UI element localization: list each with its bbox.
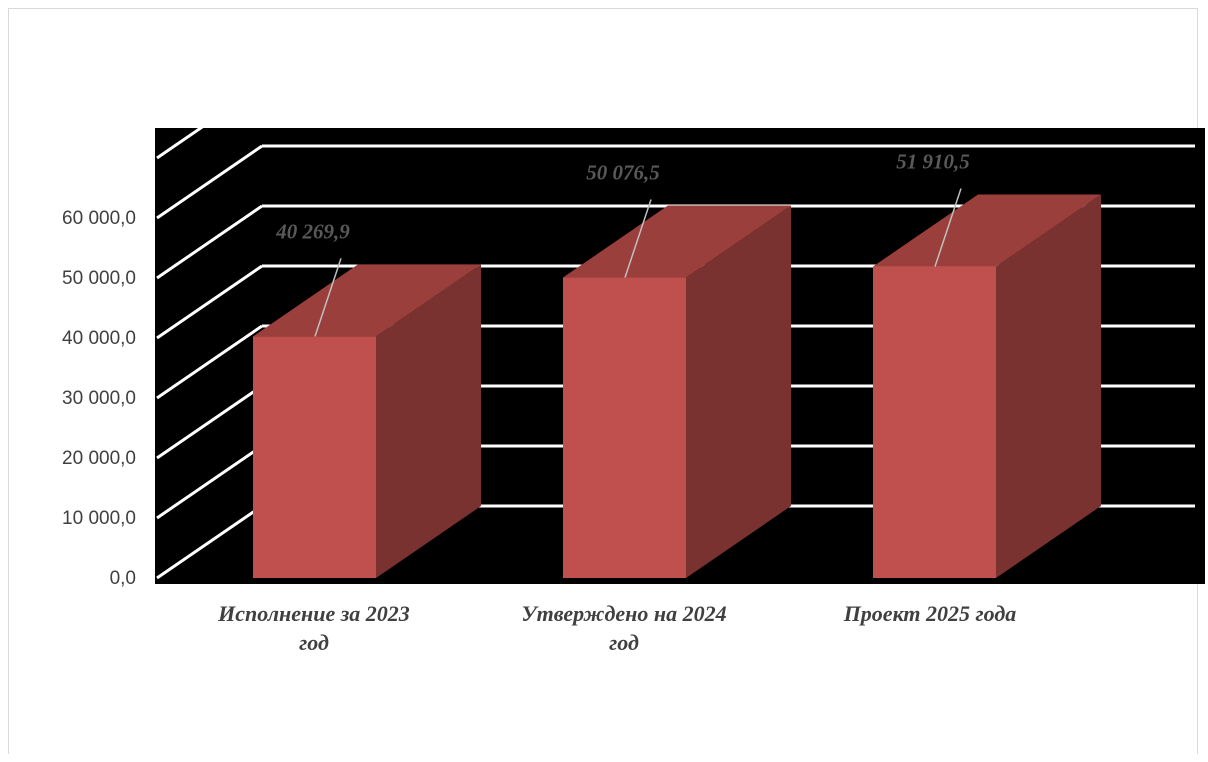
bars <box>253 194 1101 579</box>
y-tick-label: 30 000,0 <box>62 388 136 409</box>
bar-side <box>376 264 481 578</box>
gridline-diagonal <box>156 144 263 220</box>
bar-side <box>686 205 791 578</box>
gridline-diagonal <box>156 384 263 460</box>
y-tick-label: 0,0 <box>110 568 136 589</box>
x-category-label: Утверждено на 2024 <box>521 601 726 626</box>
data-labels: 40 269,9 50 076,5 51 910,5 <box>275 150 970 337</box>
gridline-diagonal <box>156 84 263 160</box>
x-category-label: год <box>609 630 639 655</box>
gridline-diagonal <box>156 204 263 280</box>
y-tick-label: 60 000,0 <box>62 208 136 229</box>
x-category-label: Исполнение за 2023 <box>217 601 410 626</box>
x-category-label: год <box>299 630 329 655</box>
gridline-diagonal <box>156 504 263 580</box>
bar-side <box>996 194 1101 579</box>
data-label: 40 269,9 <box>275 219 350 243</box>
data-label: 50 076,5 <box>586 161 660 185</box>
bar-front <box>563 277 686 578</box>
y-axis-tick-labels: 0,0 10 000,0 20 000,0 30 000,0 40 000,0 50 00… <box>62 208 136 589</box>
y-tick-label: 10 000,0 <box>62 508 136 529</box>
bar-2 <box>563 205 791 578</box>
data-label-leader <box>934 188 962 267</box>
y-tick-label: 50 000,0 <box>62 268 136 289</box>
bar-top <box>563 205 791 278</box>
gridline-diagonal <box>156 444 263 520</box>
gridline-diagonal <box>156 264 263 340</box>
y-tick-label: 40 000,0 <box>62 328 136 349</box>
bar-front <box>253 336 376 578</box>
x-axis-category-labels: Исполнение за 2023 год Утверждено на 2024 г… <box>217 601 1016 655</box>
bar-1 <box>253 264 481 578</box>
y-tick-label: 20 000,0 <box>62 448 136 469</box>
data-label: 51 910,5 <box>896 150 970 174</box>
x-category-label: Проект 2025 года <box>843 601 1017 626</box>
bar-top <box>873 194 1101 267</box>
bar-3 <box>873 194 1101 579</box>
bar-top <box>253 264 481 337</box>
data-label-leader <box>624 199 652 278</box>
bar-front <box>873 266 996 578</box>
gridline-diagonal <box>156 324 263 400</box>
data-label-leader <box>314 258 342 337</box>
